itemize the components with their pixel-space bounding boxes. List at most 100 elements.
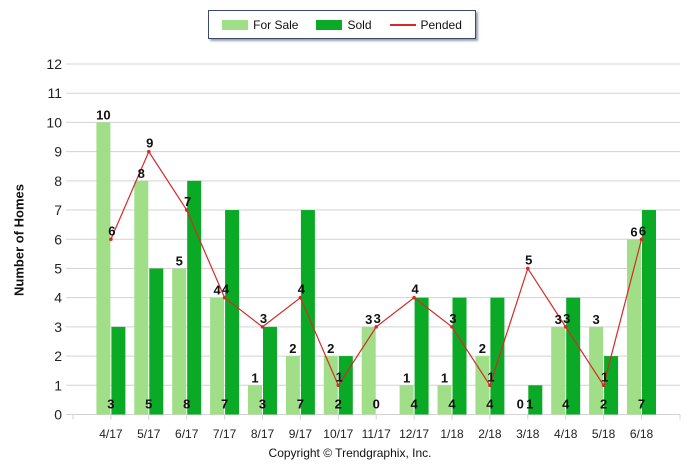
y-tick-label: 9 (54, 144, 62, 160)
y-tick-label: 3 (54, 319, 62, 335)
grid-lines (66, 63, 680, 386)
legend: For Sale Sold Pended (208, 10, 476, 39)
x-tick-label: 7/17 (213, 427, 237, 441)
pended-point (488, 383, 492, 388)
x-tick-label: 4/18 (554, 427, 578, 441)
label-sold: 4 (410, 397, 418, 412)
label-for-sale: 4 (213, 283, 221, 298)
bar-sold (338, 356, 353, 415)
label-pended: 6 (108, 223, 115, 238)
label-for-sale: 3 (365, 312, 372, 327)
bar-sold (414, 297, 429, 415)
bar-for-sale (399, 385, 414, 415)
label-sold: 2 (335, 397, 342, 412)
label-for-sale: 1 (441, 370, 448, 385)
label-sold: 7 (638, 397, 645, 412)
y-tick-label: 8 (54, 173, 62, 189)
pended-point (109, 237, 113, 242)
label-for-sale: 1 (403, 370, 410, 385)
label-pended: 7 (184, 194, 191, 209)
label-for-sale: 6 (630, 224, 637, 239)
label-pended: 4 (298, 282, 306, 297)
pended-point (601, 383, 606, 388)
label-pended: 3 (260, 311, 267, 326)
x-tick-label: 2/18 (478, 427, 502, 441)
label-for-sale: 2 (289, 341, 296, 356)
bars (96, 122, 656, 415)
bar-sold (300, 210, 315, 415)
x-axis: 4/17 5/17 6/17 7/17 8/17 9/17 10/17 11/17 12/17 1… (66, 414, 681, 441)
legend-label-sold: Sold (347, 17, 372, 32)
label-pended: 3 (563, 311, 570, 326)
label-for-sale: 2 (479, 341, 486, 356)
label-pended: 4 (222, 282, 230, 297)
label-sold: 0 (373, 397, 380, 412)
pended-line (109, 149, 644, 388)
y-tick-label: 12 (46, 56, 62, 72)
pended-point (298, 295, 303, 300)
bar-for-sale (134, 180, 149, 415)
bar-sold (111, 326, 126, 415)
label-sold: 5 (145, 397, 152, 412)
label-for-sale: 2 (327, 341, 334, 356)
y-tick-label: 0 (54, 407, 62, 423)
legend-item-for-sale: For Sale (222, 18, 298, 32)
label-pended: 9 (146, 136, 153, 151)
bar-for-sale (285, 356, 300, 415)
label-pended: 3 (374, 311, 381, 326)
label-pended: 1 (601, 369, 608, 384)
bar-for-sale (551, 326, 566, 415)
for-sale-swatch (222, 19, 249, 30)
pended-point (222, 295, 227, 300)
label-pended: 1 (487, 369, 494, 384)
label-sold: 1 (526, 397, 533, 412)
label-pended: 4 (411, 282, 419, 297)
bar-sold (149, 268, 164, 415)
label-for-sale: 8 (138, 166, 145, 181)
label-for-sale: 1 (251, 370, 258, 385)
x-tick-label: 12/17 (399, 427, 429, 441)
pended-point (526, 266, 530, 271)
pended-point (147, 149, 151, 154)
legend-item-pended: Pended (389, 17, 462, 32)
bar-sold (263, 326, 277, 415)
y-tick-label: 10 (46, 114, 62, 130)
x-tick-label: 6/18 (630, 427, 654, 441)
bar-for-sale (323, 356, 338, 415)
pended-point (374, 325, 379, 329)
label-pended: 1 (336, 369, 343, 384)
copyright: Copyright © Trendgraphix, Inc. (268, 446, 432, 460)
y-tick-label: 5 (54, 260, 62, 276)
legend-label-pended: Pended (420, 17, 462, 32)
y-tick-label: 7 (54, 202, 62, 218)
label-for-sale: 3 (592, 312, 599, 327)
pended-point (412, 295, 416, 300)
label-for-sale: 3 (555, 312, 562, 327)
label-for-sale: 5 (176, 253, 183, 268)
pended-point (184, 208, 189, 212)
label-sold: 3 (107, 397, 114, 412)
label-pended: 6 (639, 223, 646, 238)
pended-swatch (389, 23, 416, 26)
bar-sold (452, 297, 467, 415)
x-tick-label: 8/17 (251, 427, 275, 441)
x-tick-label: 6/17 (175, 427, 199, 441)
y-axis-title: Number of Homes (11, 184, 27, 296)
pended-point (639, 237, 644, 242)
label-sold: 8 (183, 397, 190, 412)
legend-item-sold: Sold (316, 17, 372, 32)
label-sold: 4 (562, 397, 570, 412)
bar-sold (528, 385, 543, 415)
bar-for-sale (361, 326, 376, 415)
x-tick-label: 9/17 (289, 427, 313, 441)
x-tick-label: 10/17 (323, 427, 353, 441)
bar-sold (642, 210, 656, 415)
x-tick-label: 1/18 (440, 427, 464, 441)
label-sold: 7 (297, 397, 304, 412)
bar-for-sale (627, 239, 641, 415)
label-for-sale: 10 (96, 107, 110, 122)
bar-for-sale (437, 385, 452, 415)
